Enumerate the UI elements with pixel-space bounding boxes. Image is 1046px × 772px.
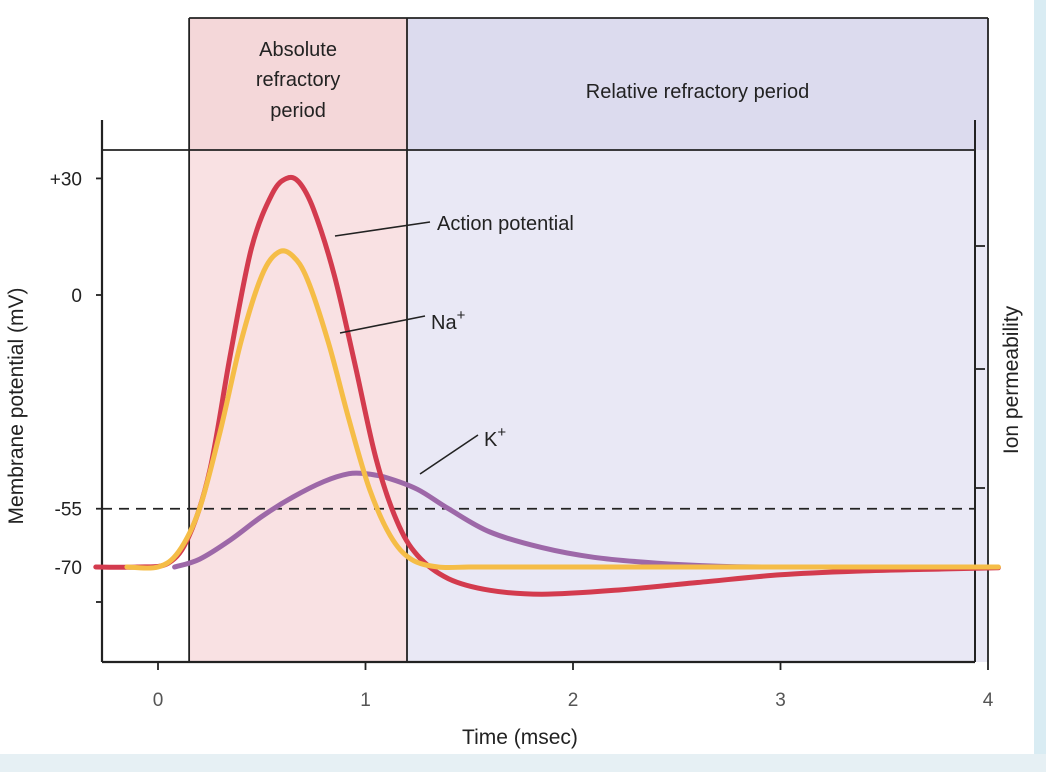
absolute-period-label-line-1: Absolute [259, 39, 337, 61]
x-tick-label: 0 [153, 690, 164, 711]
bottom-border-strip [0, 754, 1046, 772]
na-leader [339, 315, 426, 334]
k-permeability-curve [172, 470, 773, 570]
na-permeability-curve [124, 248, 1001, 571]
absolute-period-label-line-3: period [270, 100, 326, 122]
relative-period-header [407, 18, 988, 150]
x-axis-title: Time (msec) [462, 726, 578, 749]
na-label: Na+ [431, 307, 466, 334]
x-tick-label: 3 [775, 690, 786, 711]
x-tick-label: 1 [360, 690, 371, 711]
y-axis-title-left: Membrane potential (mV) [5, 288, 28, 525]
k-leader [419, 434, 479, 475]
refractory-bands [189, 18, 988, 662]
k-label: K+ [484, 424, 506, 451]
action-potential-label: Action potential [437, 213, 574, 235]
relative-period-band [407, 150, 988, 662]
absolute-period-label-line-2: refractory [256, 69, 340, 91]
na-label-base: Na [431, 312, 457, 334]
y-tick-label: +30 [50, 169, 82, 190]
right-border-strip [1034, 0, 1046, 772]
k-label-sup: + [497, 424, 506, 441]
plot-frame [96, 17, 989, 670]
y-tick-label: -70 [55, 558, 82, 579]
action-potential-leader [334, 221, 431, 237]
k-label-base: K [484, 429, 498, 451]
na-label-sup: + [457, 307, 466, 324]
y-tick-label: 0 [71, 286, 82, 307]
absolute-period-header [189, 18, 407, 150]
relative-period-label: Relative refractory period [586, 81, 809, 103]
y-axis-title-right: Ion permeability [1000, 305, 1023, 454]
x-tick-label: 4 [983, 690, 994, 711]
y-tick-label: -55 [55, 500, 82, 521]
x-tick-label: 2 [568, 690, 579, 711]
